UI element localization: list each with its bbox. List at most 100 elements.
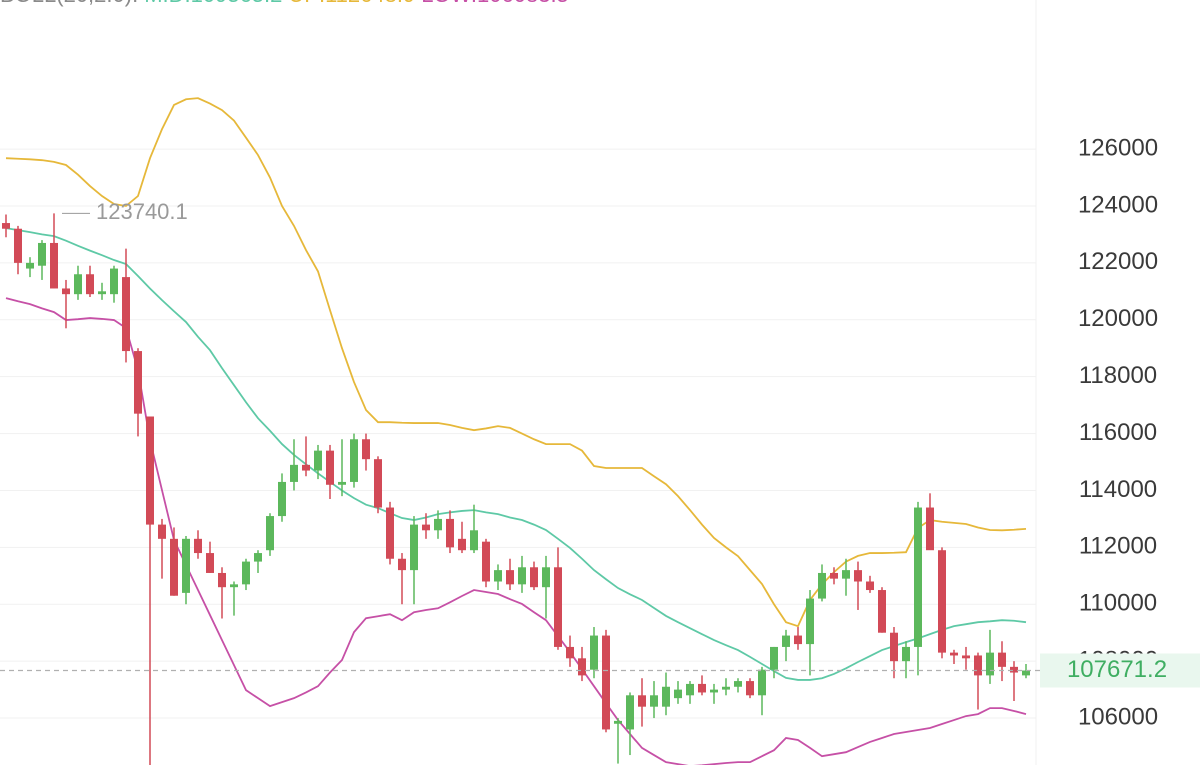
indicator-value: LOW:106083.5 — [421, 0, 569, 7]
candle-body — [650, 695, 658, 707]
candle-body — [854, 570, 862, 582]
candle-body — [182, 538, 190, 593]
y-tick-label: 112000 — [1079, 533, 1157, 560]
candle-body — [974, 655, 982, 676]
candle-body — [314, 450, 322, 471]
candle-body — [878, 590, 886, 633]
candle-body — [542, 567, 550, 588]
candle-body — [914, 507, 922, 647]
y-tick-label: 120000 — [1078, 305, 1158, 332]
candle-body — [170, 538, 178, 596]
candle-body — [1022, 670, 1030, 676]
candle-body — [446, 518, 454, 548]
candle-body — [518, 567, 526, 585]
max-marker-label: 123740.1 — [96, 199, 188, 224]
candle-body — [470, 530, 478, 551]
candle-body — [758, 669, 766, 696]
candle-body — [602, 635, 610, 730]
y-tick-label: 114000 — [1079, 476, 1157, 503]
candle-body — [506, 570, 514, 585]
candle-body — [902, 646, 910, 662]
candle-body — [86, 274, 94, 295]
candle-body — [698, 683, 706, 693]
candle-body — [722, 686, 730, 690]
y-tick-label: 124000 — [1078, 191, 1158, 218]
indicator-header: BOLL(20,2.0): MID:109565.2 UP:112648.9 LOW:… — [0, 0, 569, 7]
candle-body — [770, 646, 778, 670]
y-tick-label: 106000 — [1078, 703, 1158, 730]
candle-body — [794, 635, 802, 645]
candle-body — [206, 553, 214, 573]
candle-body — [578, 658, 586, 676]
candle-body — [14, 228, 22, 263]
candle-body — [482, 541, 490, 582]
candle-body — [302, 464, 310, 471]
candle-body — [962, 655, 970, 659]
candle-body — [458, 538, 466, 551]
plot-area — [2, 97, 1030, 765]
candle-body — [746, 681, 754, 696]
boll-line — [5, 97, 1027, 628]
candle-body — [110, 268, 118, 295]
candle-body — [842, 570, 850, 579]
candle-body — [146, 416, 154, 525]
candle-body — [818, 572, 826, 599]
candle-body — [626, 695, 634, 730]
candle-body — [2, 223, 10, 229]
candle-body — [734, 681, 742, 687]
candle-body — [662, 686, 670, 707]
candle-body — [38, 242, 46, 266]
boll-line — [5, 227, 1027, 681]
axis-panel — [1036, 0, 1200, 765]
indicator-value: UP:112648.9 — [288, 0, 415, 7]
y-tick-label: 110000 — [1079, 590, 1157, 617]
candle-body — [254, 553, 262, 562]
candle-body — [782, 635, 790, 647]
candle-body — [590, 635, 598, 670]
candle-body — [386, 507, 394, 559]
candle-body — [290, 464, 298, 482]
candle-body — [158, 524, 166, 539]
candle-body — [674, 689, 682, 699]
candle-body — [866, 581, 874, 591]
candle-body — [338, 481, 346, 485]
candle-body — [350, 439, 358, 482]
candle-body — [938, 550, 946, 653]
candle-body — [62, 288, 70, 295]
candle-body — [50, 242, 58, 289]
y-tick-label: 126000 — [1078, 134, 1158, 161]
candle-body — [710, 689, 718, 693]
candle-body — [410, 524, 418, 571]
candle-body — [986, 652, 994, 676]
y-tick-label: 122000 — [1078, 248, 1158, 275]
candle-body — [830, 572, 838, 579]
candle-body — [230, 584, 238, 588]
candle-body — [494, 570, 502, 582]
y-tick-label: 116000 — [1079, 419, 1157, 446]
last-price-box — [1040, 653, 1200, 688]
candle-body — [278, 481, 286, 517]
candle-body — [242, 561, 250, 585]
candle-body — [686, 683, 694, 696]
candle-body — [362, 439, 370, 460]
candle-body — [638, 695, 646, 707]
candle-body — [74, 274, 82, 295]
candle-body — [374, 459, 382, 508]
candle-body — [806, 598, 814, 645]
grid — [0, 148, 1036, 719]
candle-body — [218, 572, 226, 588]
candle-body — [554, 567, 562, 647]
y-tick-label: 118000 — [1079, 362, 1157, 389]
candle-body — [998, 652, 1006, 667]
candle-body — [134, 351, 142, 414]
candle-body — [98, 291, 106, 295]
candle-body — [194, 538, 202, 554]
candle-body — [890, 632, 898, 662]
candle-body — [950, 652, 958, 656]
candle-body — [26, 262, 34, 269]
candle-body — [614, 720, 622, 724]
candle-body — [326, 450, 334, 485]
candle-body — [398, 558, 406, 571]
